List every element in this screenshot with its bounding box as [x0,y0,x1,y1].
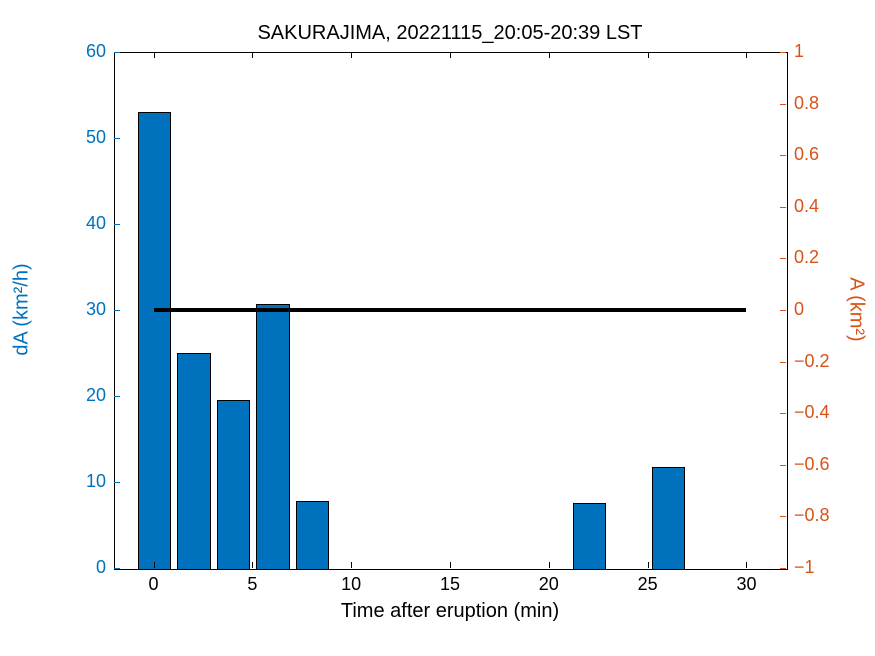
bar [138,112,172,570]
x-tick-mark-top [648,52,649,58]
x-tick-mark-top [746,52,747,58]
x-tick-mark-top [154,52,155,58]
y-right-tick-label: 0.6 [794,144,854,165]
x-tick-label: 25 [628,574,668,595]
x-tick-label: 10 [331,574,371,595]
y-right-tick-label: −0.4 [794,402,854,423]
y-right-tick-label: 0.2 [794,247,854,268]
y-left-tick-label: 30 [64,299,106,320]
y-left-tick-mark [114,310,120,311]
y-left-tick-label: 60 [64,41,106,62]
bar [217,400,251,570]
y-left-tick-mark [114,52,120,53]
y-left-tick-mark [114,396,120,397]
y-right-tick-mark [780,207,786,208]
chart-title: SAKURAJIMA, 20221115_20:05-20:39 LST [114,22,786,45]
y-left-tick-label: 20 [64,385,106,406]
y-right-tick-label: −1 [794,557,854,578]
y-right-tick-mark [780,258,786,259]
y-right-tick-label: 0.8 [794,93,854,114]
x-tick-label: 30 [726,574,766,595]
x-tick-mark-top [351,52,352,58]
bar [652,467,686,570]
y-right-tick-mark [780,568,786,569]
x-tick-mark-top [252,52,253,58]
x-tick-label: 20 [529,574,569,595]
y-right-tick-label: −0.6 [794,454,854,475]
bar [296,501,330,570]
bar [573,503,607,570]
y-left-tick-mark [114,224,120,225]
x-tick-mark [252,562,253,568]
x-tick-mark [549,562,550,568]
zero-line [154,308,747,312]
y-left-tick-mark [114,482,120,483]
y-right-tick-mark [780,52,786,53]
y-right-tick-label: −0.8 [794,505,854,526]
x-tick-mark [450,562,451,568]
x-tick-label: 0 [134,574,174,595]
y-right-tick-label: 0.4 [794,196,854,217]
y-left-tick-label: 0 [64,557,106,578]
bar [256,304,290,570]
y-right-tick-label: 1 [794,41,854,62]
bar [177,353,211,570]
y-right-tick-mark [780,155,786,156]
y-right-tick-mark [780,516,786,517]
x-tick-label: 5 [232,574,272,595]
chart-container: SAKURAJIMA, 20221115_20:05-20:39 LST dA … [0,0,875,656]
y-left-tick-label: 50 [64,127,106,148]
y-right-tick-label: 0 [794,299,854,320]
y-left-tick-mark [114,138,120,139]
y-right-tick-mark [780,413,786,414]
y-axis-left-label: dA (km²/h) [11,250,34,370]
x-tick-mark-top [549,52,550,58]
x-tick-mark [648,562,649,568]
x-tick-mark [351,562,352,568]
y-right-tick-mark [780,362,786,363]
x-tick-mark [746,562,747,568]
y-right-tick-label: −0.2 [794,351,854,372]
x-tick-mark [154,562,155,568]
y-right-tick-mark [780,465,786,466]
y-left-tick-mark [114,568,120,569]
y-right-tick-mark [780,310,786,311]
x-axis-label: Time after eruption (min) [114,600,786,623]
x-tick-mark-top [450,52,451,58]
y-left-tick-label: 10 [64,471,106,492]
x-tick-label: 15 [430,574,470,595]
y-left-tick-label: 40 [64,213,106,234]
y-right-tick-mark [780,104,786,105]
